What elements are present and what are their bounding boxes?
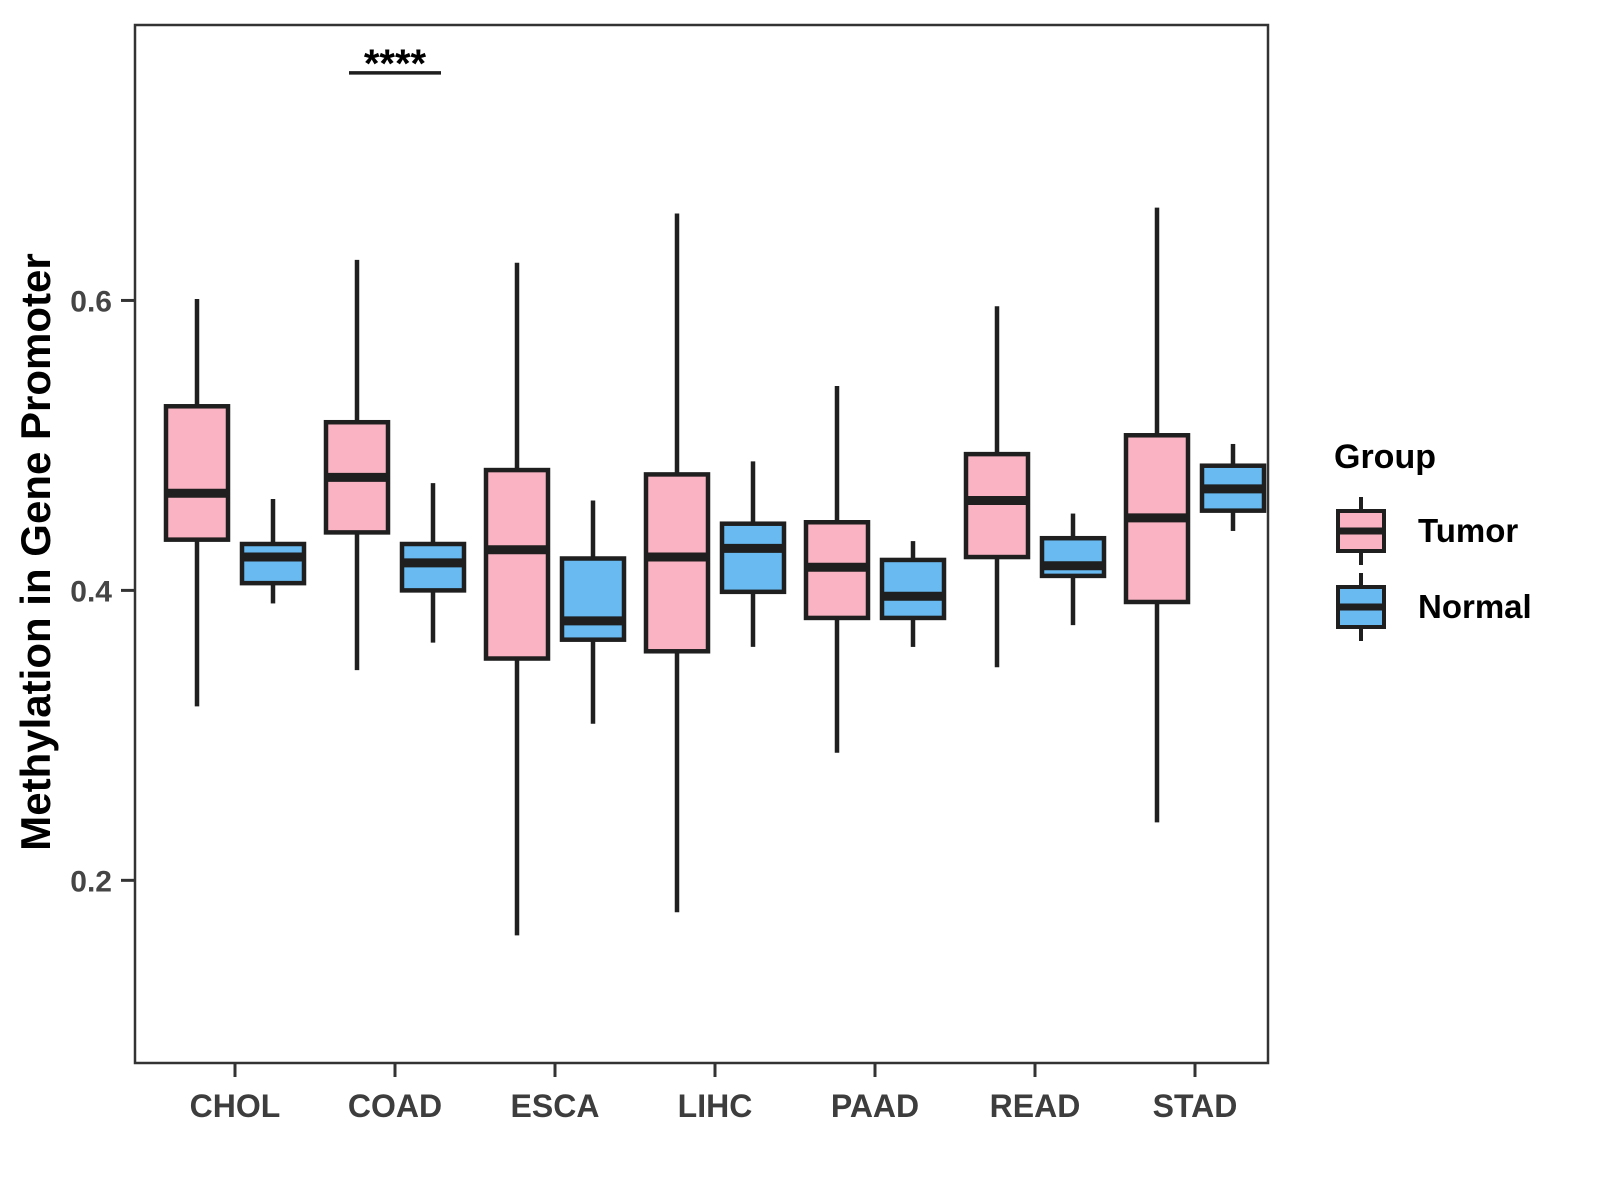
normal-boxplot-glyph: [1336, 573, 1386, 641]
tumor-box: [643, 472, 711, 654]
y-axis-tick-label: 0.4: [70, 575, 112, 608]
y-axis-tick-label: 0.2: [70, 865, 112, 898]
legend-title: Group: [1334, 438, 1436, 476]
legend-entry-normal: Normal: [1330, 571, 1590, 643]
normal-box: [879, 557, 947, 621]
x-axis-category-label: LIHC: [678, 1088, 753, 1124]
x-axis-category-label: ESCA: [511, 1088, 600, 1124]
tumor-box: [483, 467, 551, 661]
legend-label-normal: Normal: [1418, 588, 1532, 625]
normal-box: [239, 541, 307, 586]
tumor-box: [963, 451, 1031, 560]
y-axis-tick-label: 0.6: [70, 285, 112, 318]
x-axis-category-label: PAAD: [831, 1088, 919, 1124]
legend-entry-tumor: Tumor: [1330, 495, 1590, 567]
x-axis-category-label: COAD: [348, 1088, 442, 1124]
legend: Group Tumor Normal: [1330, 438, 1590, 647]
normal-box: [559, 556, 627, 642]
panel-border: [133, 23, 1270, 1065]
tumor-boxplot-glyph: [1336, 497, 1386, 565]
x-axis-category-label: READ: [990, 1088, 1081, 1124]
tumor-box: [163, 404, 231, 542]
significance-stars: ****: [364, 42, 427, 86]
normal-box: [719, 521, 787, 595]
x-axis-category-label: STAD: [1153, 1088, 1238, 1124]
legend-label-tumor: Tumor: [1418, 512, 1519, 549]
x-axis-category-label: CHOL: [190, 1088, 281, 1124]
